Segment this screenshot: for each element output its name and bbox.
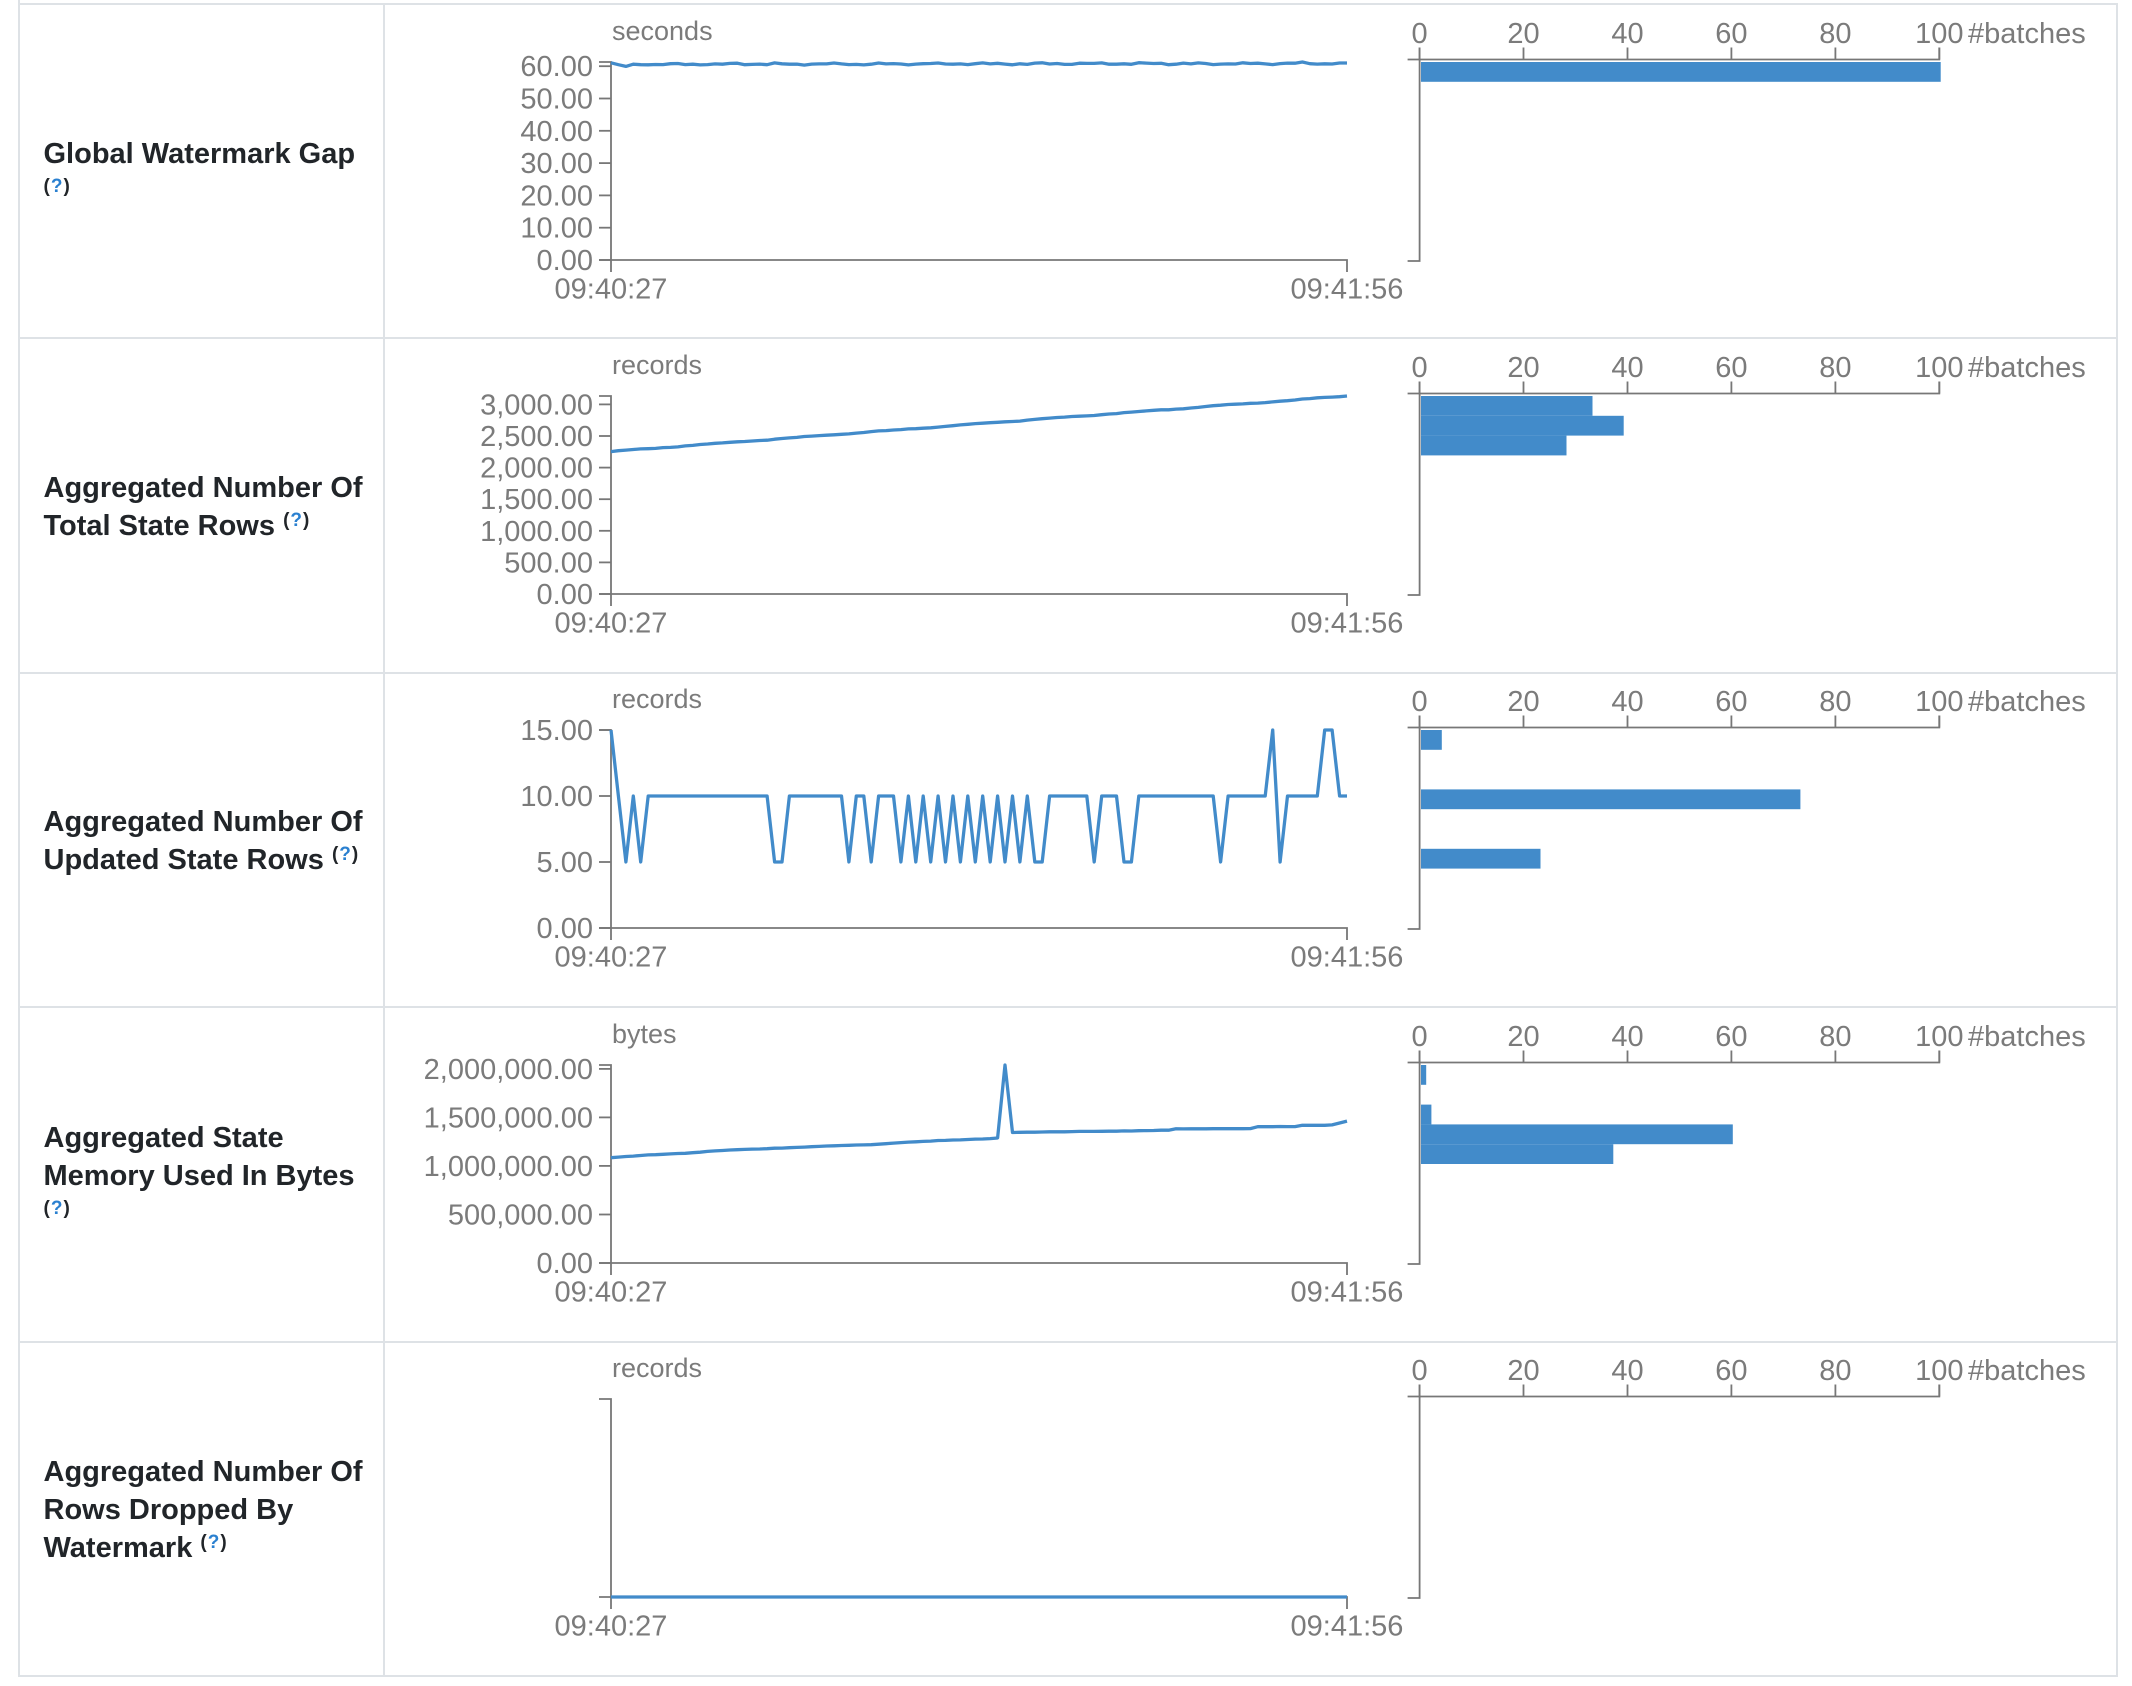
svg-text:80: 80 <box>1819 1021 1851 1053</box>
svg-text:#batches: #batches <box>1968 686 2086 718</box>
svg-text:0.00: 0.00 <box>537 1248 593 1280</box>
svg-text:20: 20 <box>1507 686 1539 718</box>
svg-text:2,000.00: 2,000.00 <box>480 452 593 484</box>
svg-text:2,500.00: 2,500.00 <box>480 421 593 453</box>
svg-text:500,000.00: 500,000.00 <box>448 1199 593 1231</box>
svg-text:0: 0 <box>1412 1021 1428 1053</box>
svg-text:09:40:27: 09:40:27 <box>555 607 668 639</box>
svg-text:100: 100 <box>1915 352 1963 384</box>
svg-text:40: 40 <box>1611 352 1643 384</box>
svg-text:100: 100 <box>1915 1021 1963 1053</box>
svg-text:2,000,000.00: 2,000,000.00 <box>424 1054 593 1086</box>
svg-text:0: 0 <box>1412 1355 1428 1387</box>
svg-text:09:41:56: 09:41:56 <box>1291 942 1404 974</box>
svg-text:80: 80 <box>1819 352 1851 384</box>
svg-text:10.00: 10.00 <box>520 781 593 813</box>
svg-text:40: 40 <box>1611 1021 1643 1053</box>
svg-text:0.00: 0.00 <box>537 579 593 611</box>
svg-text:records: records <box>612 1353 702 1383</box>
svg-text:60: 60 <box>1715 18 1747 50</box>
svg-text:records: records <box>612 684 702 714</box>
svg-text:0.00: 0.00 <box>537 913 593 945</box>
svg-text:09:41:56: 09:41:56 <box>1291 273 1404 305</box>
svg-text:60: 60 <box>1715 352 1747 384</box>
svg-text:20: 20 <box>1507 1021 1539 1053</box>
svg-text:09:41:56: 09:41:56 <box>1291 1611 1404 1643</box>
svg-text:bytes: bytes <box>612 1019 677 1049</box>
svg-text:10.00: 10.00 <box>520 212 593 244</box>
svg-text:#batches: #batches <box>1968 1355 2086 1387</box>
svg-text:40: 40 <box>1611 1355 1643 1387</box>
svg-text:20: 20 <box>1507 1355 1539 1387</box>
svg-text:#batches: #batches <box>1968 18 2086 50</box>
svg-text:500.00: 500.00 <box>504 547 593 579</box>
svg-text:15.00: 15.00 <box>520 715 593 747</box>
svg-text:20: 20 <box>1507 18 1539 50</box>
svg-text:0.00: 0.00 <box>537 245 593 277</box>
svg-text:20: 20 <box>1507 352 1539 384</box>
svg-text:0: 0 <box>1412 352 1428 384</box>
svg-text:30.00: 30.00 <box>520 148 593 180</box>
svg-text:80: 80 <box>1819 1355 1851 1387</box>
svg-text:0: 0 <box>1412 18 1428 50</box>
svg-text:5.00: 5.00 <box>537 847 593 879</box>
svg-text:seconds: seconds <box>612 16 713 46</box>
svg-text:40: 40 <box>1611 686 1643 718</box>
svg-text:80: 80 <box>1819 18 1851 50</box>
svg-text:records: records <box>612 350 702 380</box>
svg-text:09:40:27: 09:40:27 <box>555 942 668 974</box>
svg-text:60: 60 <box>1715 1021 1747 1053</box>
svg-text:40.00: 40.00 <box>520 115 593 147</box>
svg-text:1,500.00: 1,500.00 <box>480 484 593 516</box>
svg-text:1,000.00: 1,000.00 <box>480 516 593 548</box>
svg-text:1,500,000.00: 1,500,000.00 <box>424 1102 593 1134</box>
svg-text:50.00: 50.00 <box>520 83 593 115</box>
svg-text:60.00: 60.00 <box>520 51 593 83</box>
svg-text:#batches: #batches <box>1968 1021 2086 1053</box>
svg-text:09:41:56: 09:41:56 <box>1291 1276 1404 1308</box>
svg-text:100: 100 <box>1915 1355 1963 1387</box>
svg-text:60: 60 <box>1715 1355 1747 1387</box>
svg-text:0: 0 <box>1412 686 1428 718</box>
svg-text:80: 80 <box>1819 686 1851 718</box>
svg-text:40: 40 <box>1611 18 1643 50</box>
svg-text:20.00: 20.00 <box>520 180 593 212</box>
svg-text:100: 100 <box>1915 18 1963 50</box>
svg-text:60: 60 <box>1715 686 1747 718</box>
svg-text:09:41:56: 09:41:56 <box>1291 607 1404 639</box>
svg-text:#batches: #batches <box>1968 352 2086 384</box>
svg-text:3,000.00: 3,000.00 <box>480 389 593 421</box>
svg-text:09:40:27: 09:40:27 <box>555 273 668 305</box>
svg-text:09:40:27: 09:40:27 <box>555 1611 668 1643</box>
svg-text:100: 100 <box>1915 686 1963 718</box>
svg-text:09:40:27: 09:40:27 <box>555 1276 668 1308</box>
svg-text:1,000,000.00: 1,000,000.00 <box>424 1151 593 1183</box>
